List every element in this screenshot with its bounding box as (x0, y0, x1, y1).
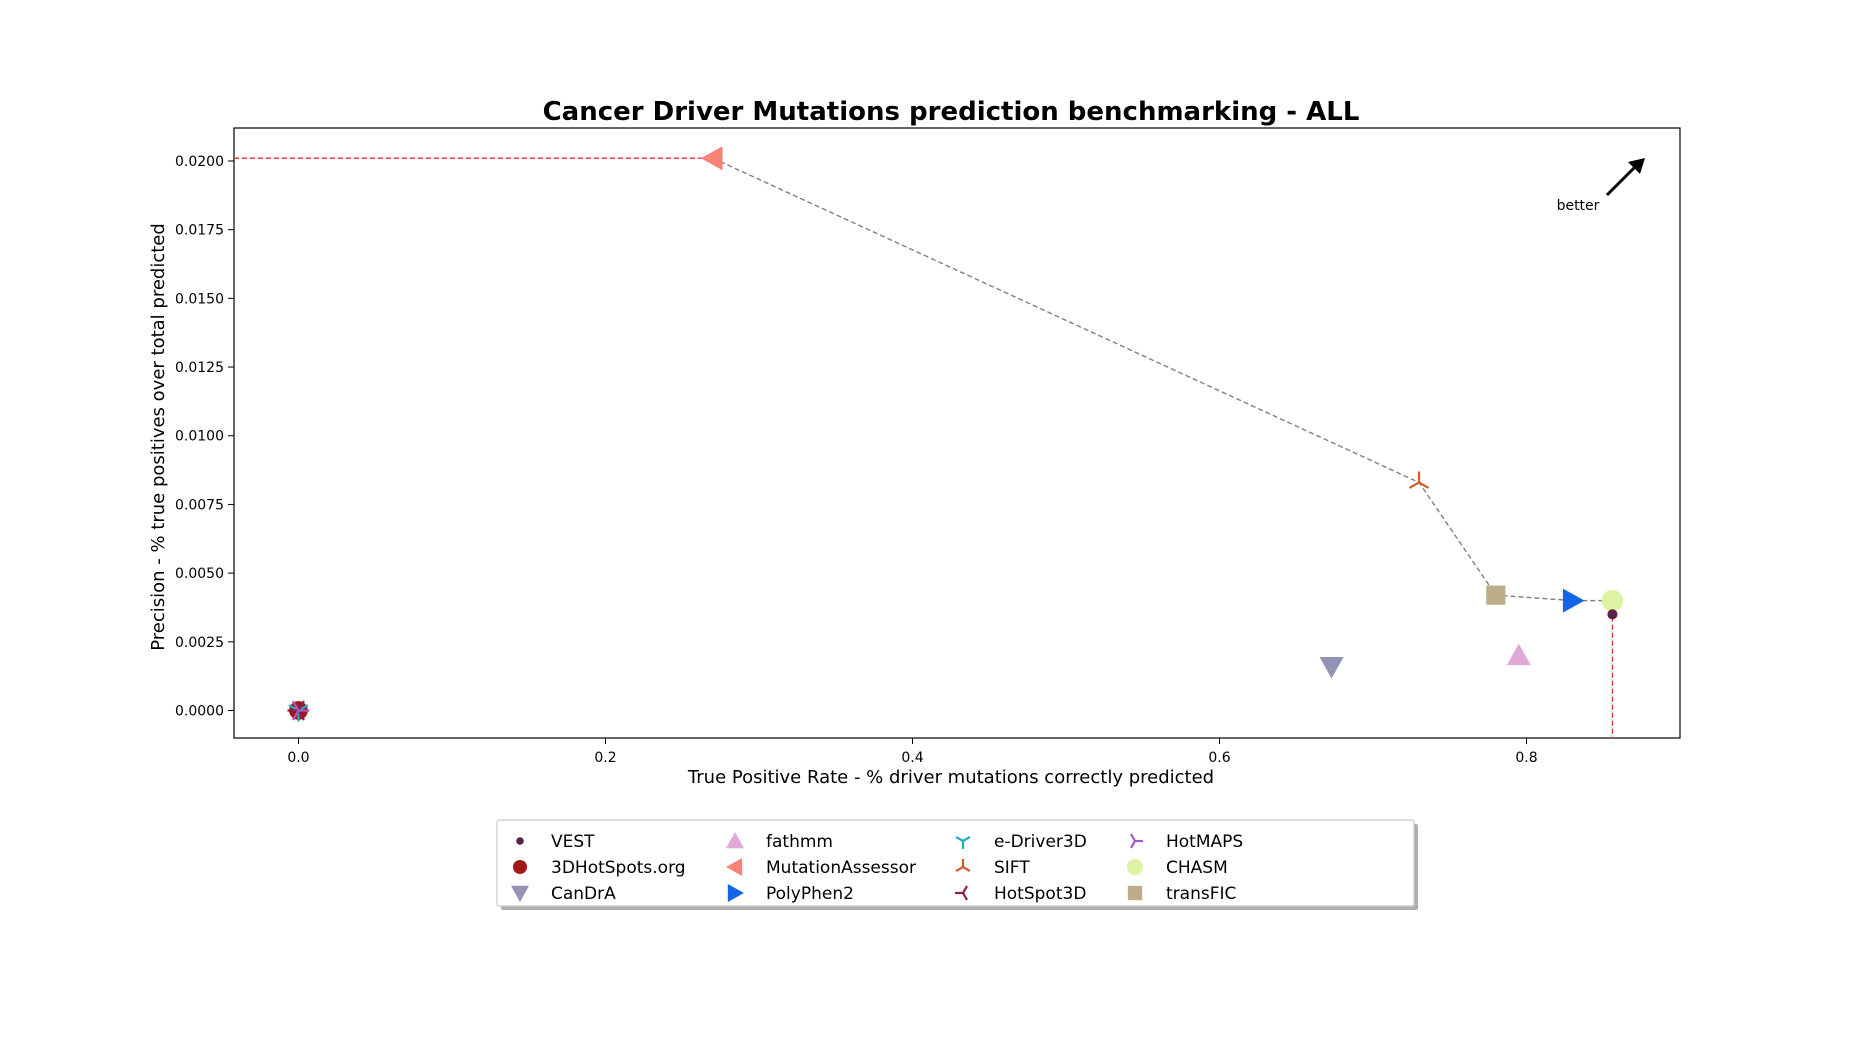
y-tick-label: 0.0075 (175, 497, 224, 513)
y-tick-label: 0.0050 (175, 566, 224, 582)
data-point-transfic-shape (1486, 585, 1506, 605)
legend-marker-hotspot3d (955, 885, 968, 901)
legend-label-e-driver3d: e-Driver3D (994, 832, 1087, 852)
legend-marker-chasm (1126, 858, 1144, 876)
data-point-hotspot3d-spoke (297, 709, 305, 721)
legend-label-hotspot3d: HotSpot3D (994, 884, 1086, 904)
legend: VEST 3DHotSpots.org CanDrA fathmm MutationAs… (496, 819, 1418, 910)
legend-marker-e-driver3d-spoke (955, 836, 964, 842)
better-arrow-icon (1605, 158, 1645, 197)
data-point-hotspot3d (287, 700, 305, 721)
data-point-chasm (1601, 589, 1624, 612)
legend-marker-hotmaps (1130, 833, 1143, 849)
data-point-sift (1408, 471, 1430, 489)
data-point-hotmaps-spoke (292, 709, 300, 721)
legend-marker-hotmaps-spoke (1130, 833, 1136, 842)
data-point-fathmm-shape (1506, 643, 1531, 666)
legend-label-vest: VEST (551, 832, 595, 852)
data-point-hotspot3d-spoke (297, 700, 305, 712)
data-point-polyphen2-shape (1562, 588, 1585, 613)
y-tick-label: 0.0100 (175, 429, 224, 445)
y-axis-label: Precision - % true positives over total … (148, 223, 169, 651)
data-point-vest (1607, 609, 1618, 620)
legend-marker-mutationassessor (726, 858, 743, 876)
legend-marker-candra (511, 885, 529, 902)
legend-marker-mutationassessor-shape (726, 858, 743, 876)
y-tick-label: 0.0200 (175, 154, 224, 170)
legend-label-sift: SIFT (994, 858, 1030, 878)
legend-marker-3dhotspots-org-shape (512, 859, 528, 875)
legend-label-candra: CanDrA (551, 884, 616, 904)
legend-marker-fathmm-shape (726, 832, 744, 849)
y-tick-label: 0.0175 (175, 223, 224, 239)
legend-marker-vest-shape (516, 837, 524, 845)
legend-marker-transfic-shape (1127, 885, 1143, 901)
x-tick-label: 0.2 (594, 750, 616, 766)
y-tick-label: 0.0000 (175, 704, 224, 720)
chart-title: Cancer Driver Mutations prediction bench… (543, 97, 1360, 127)
legend-marker-hotspot3d-spoke (962, 885, 968, 894)
legend-box (496, 819, 1415, 907)
legend-marker-chasm-shape (1126, 858, 1144, 876)
y-tick-label: 0.0150 (175, 291, 224, 307)
data-point-fathmm (1506, 643, 1531, 666)
x-tick-label: 0.8 (1515, 750, 1537, 766)
data-point-mutationassessor (700, 146, 723, 171)
y-tick-label: 0.0125 (175, 360, 224, 376)
data-point-polyphen2 (1562, 588, 1585, 613)
x-tick-label: 0.4 (901, 750, 923, 766)
plot-frame (233, 127, 1681, 739)
legend-label-hotmaps: HotMAPS (1166, 832, 1243, 852)
legend-label-polyphen2: PolyPhen2 (766, 884, 854, 904)
legend-marker-vest (516, 837, 524, 845)
data-point-hotmaps-spoke (292, 700, 300, 712)
legend-marker-hotspot3d-spoke (962, 892, 968, 901)
legend-label-fathmm: fathmm (766, 832, 833, 852)
data-point-transfic (1486, 585, 1506, 605)
x-tick-label: 0.0 (287, 750, 309, 766)
legend-marker-polyphen2 (727, 884, 744, 902)
legend-label-chasm: CHASM (1166, 858, 1228, 878)
legend-marker-hotmaps-spoke (1130, 840, 1136, 849)
data-point-hotmaps (292, 700, 310, 721)
legend-label-3dhotspots-org: 3DHotSpots.org (551, 858, 686, 878)
data-point-sift-spoke (1418, 481, 1430, 489)
data-point-vest-shape (1607, 609, 1618, 620)
legend-label-transfic: transFIC (1166, 884, 1236, 904)
x-tick-label: 0.6 (1208, 750, 1230, 766)
data-point-candra-shape (1319, 656, 1344, 679)
legend-marker-polyphen2-shape (727, 884, 744, 902)
legend-marker-candra-shape (511, 885, 529, 902)
legend-marker-sift-spoke (962, 866, 971, 872)
legend-marker-e-driver3d-spoke (962, 836, 971, 842)
better-annotation: better (1557, 198, 1600, 214)
data-point-mutationassessor-shape (700, 146, 723, 171)
legend-label-mutationassessor: MutationAssessor (766, 858, 916, 878)
legend-marker-3dhotspots-org (512, 859, 528, 875)
x-axis-label: True Positive Rate - % driver mutations … (687, 767, 1214, 788)
data-point-candra (1319, 656, 1344, 679)
legend-marker-fathmm (726, 832, 744, 849)
y-tick-label: 0.0025 (175, 635, 224, 651)
data-point-sift-spoke (1408, 481, 1420, 489)
legend-marker-sift (955, 859, 971, 872)
data-point-chasm-shape (1601, 589, 1624, 612)
legend-marker-sift-spoke (955, 866, 964, 872)
legend-marker-transfic (1127, 885, 1143, 901)
legend-marker-e-driver3d (955, 836, 971, 849)
